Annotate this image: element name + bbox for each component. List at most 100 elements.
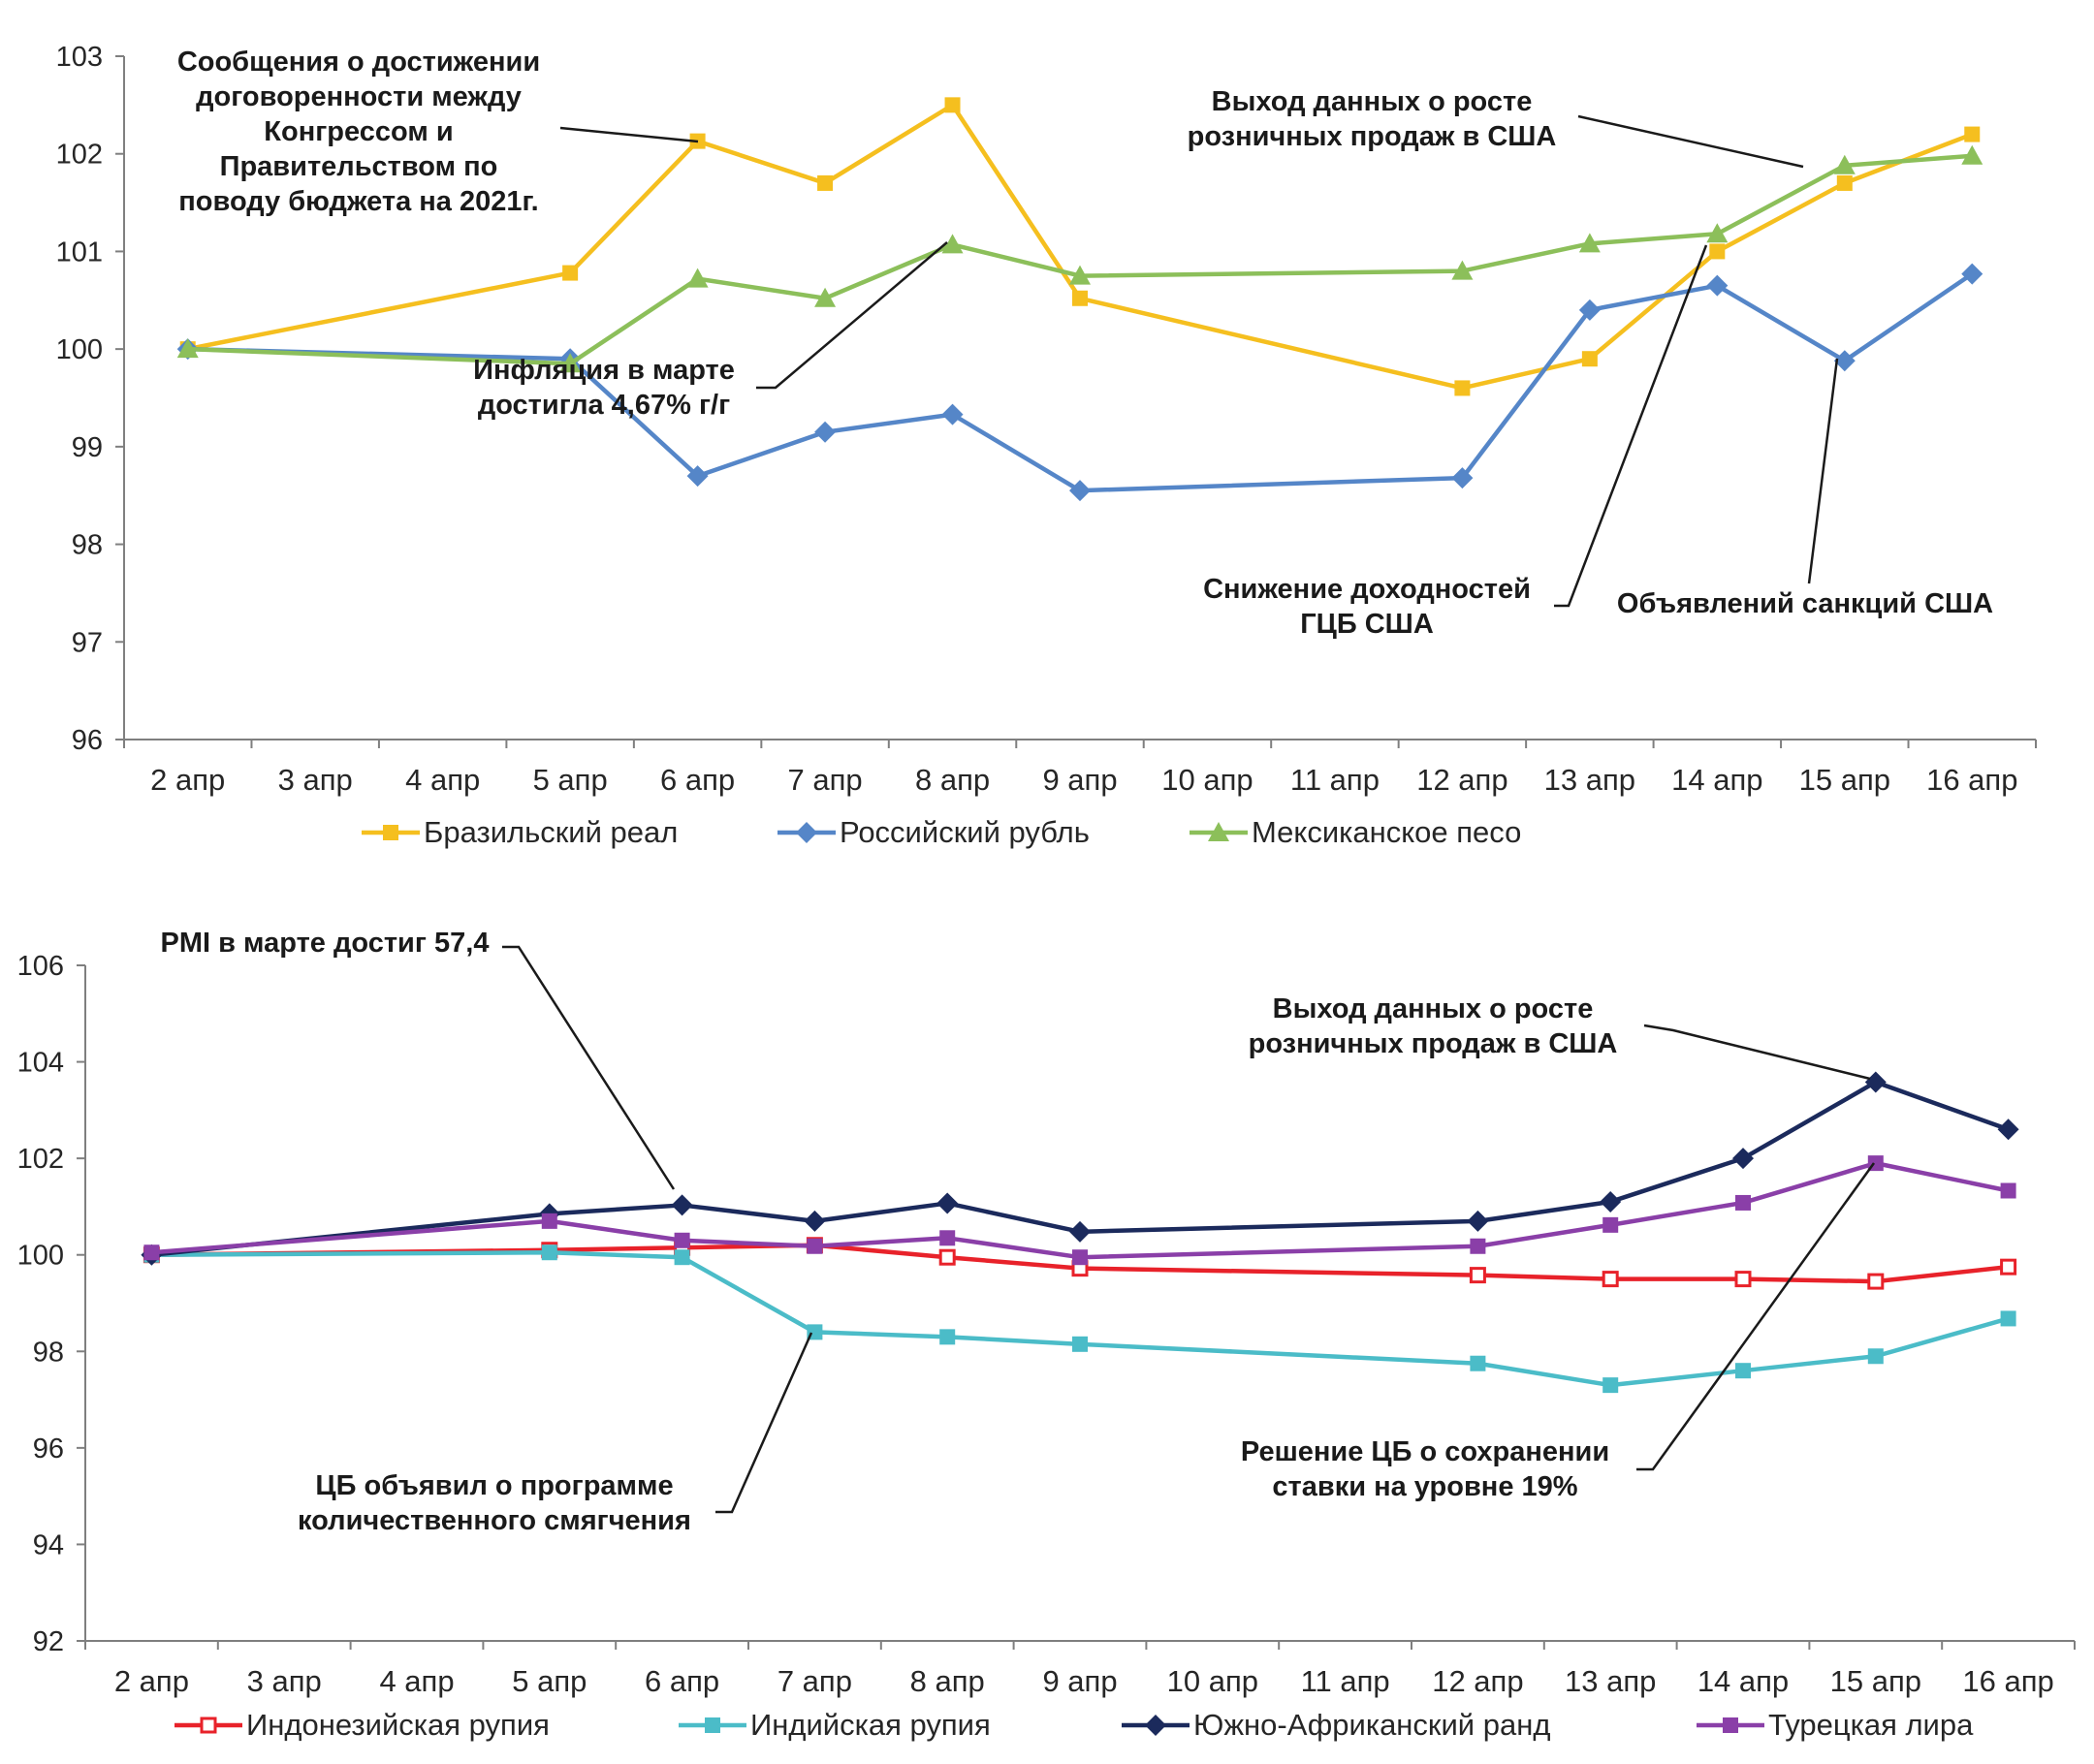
data-point xyxy=(541,1244,557,1261)
data-point xyxy=(1469,1267,1486,1284)
x-tick-label: 7 апр xyxy=(777,1664,852,1698)
annotation-leader-line xyxy=(715,1332,813,1514)
annotation-leader-line xyxy=(1554,244,1708,608)
legend-label: Мексиканское песо xyxy=(1252,815,1521,849)
data-point xyxy=(1735,1194,1751,1211)
data-point xyxy=(938,1248,956,1266)
data-point xyxy=(1836,174,1853,191)
x-tick-label: 12 апр xyxy=(1416,763,1507,797)
data-point xyxy=(817,174,834,191)
annotation-text: Правительством по xyxy=(220,151,498,182)
annotation: Выход данных о росте розничных продаж в С… xyxy=(1249,993,1871,1081)
x-tick-label: 3 апр xyxy=(247,1664,322,1698)
x-tick-label: 5 апр xyxy=(512,1664,587,1698)
legend-label: Индонезийская рупия xyxy=(246,1708,550,1742)
data-point xyxy=(1578,233,1601,253)
legend-item: Индонезийская рупия xyxy=(174,1708,550,1742)
data-point xyxy=(1451,467,1474,489)
data-point xyxy=(1069,1220,1091,1243)
annotation-text: поводу бюджета на 2021г. xyxy=(178,186,538,217)
x-tick-label: 14 апр xyxy=(1697,1664,1789,1698)
x-tick-label: 7 апр xyxy=(788,763,863,797)
annotation-text: Решение ЦБ о сохранении xyxy=(1241,1436,1609,1467)
data-point xyxy=(1069,265,1091,285)
annotation: Инфляция в марте достигла 4,67% г/г xyxy=(473,241,948,421)
data-point xyxy=(1867,1348,1884,1365)
legend-item: Турецкая лира xyxy=(1697,1708,1974,1742)
annotation-text: Инфляция в марте xyxy=(473,355,735,386)
data-point xyxy=(559,353,582,373)
legend-item: Российский рубль xyxy=(777,815,1090,849)
x-tick-label: 16 апр xyxy=(1962,1664,2053,1698)
data-point xyxy=(807,1238,823,1254)
x-tick-label: 10 апр xyxy=(1161,763,1253,797)
annotation-text: Сообщения о достижении xyxy=(177,47,540,78)
annotation-leader-line xyxy=(756,241,948,390)
annotation-text: Выход данных о росте xyxy=(1212,86,1533,117)
data-point xyxy=(2000,1182,2016,1199)
data-point xyxy=(2000,1310,2016,1327)
x-tick-label: 2 апр xyxy=(114,1664,189,1698)
y-tick-label: 106 xyxy=(17,951,64,982)
data-point xyxy=(1864,1071,1887,1093)
x-tick-label: 14 апр xyxy=(1671,763,1762,797)
legend-swatch-marker xyxy=(1208,822,1229,841)
data-point xyxy=(1867,1273,1885,1290)
legend-swatch-marker xyxy=(383,825,398,840)
annotation-text: достигла 4,67% г/г xyxy=(478,390,730,421)
series-3 xyxy=(141,1071,2019,1266)
data-point xyxy=(936,1192,959,1214)
data-point xyxy=(939,1329,956,1345)
data-point xyxy=(1581,351,1598,367)
annotation-leader-line xyxy=(1643,1024,1871,1081)
x-tick-label: 6 апр xyxy=(660,763,735,797)
y-tick-label: 104 xyxy=(17,1048,64,1079)
y-tick-label: 100 xyxy=(56,334,103,365)
x-tick-label: 16 апр xyxy=(1926,763,2017,797)
data-point xyxy=(1706,223,1729,243)
chart-2: 92 94 96 98 100 102 104 106 2 апр 3 апр 4 апр 5 апр… xyxy=(17,928,2076,1742)
annotation-leader-line xyxy=(1636,1162,1876,1471)
x-tick-label: 3 апр xyxy=(278,763,353,797)
y-tick-label: 102 xyxy=(56,140,103,171)
data-point xyxy=(1069,480,1091,502)
data-point xyxy=(1709,243,1726,260)
data-point xyxy=(804,1210,826,1232)
data-point xyxy=(1732,1148,1754,1170)
legend-item: Бразильский реал xyxy=(362,815,678,849)
legend-item: Южно-Африканский ранд xyxy=(1122,1708,1550,1742)
data-point xyxy=(541,1213,557,1229)
data-point xyxy=(1833,350,1856,372)
annotation-text: PMI в марте достиг 57,4 xyxy=(161,928,490,959)
data-point xyxy=(176,338,199,359)
x-tick-label: 9 апр xyxy=(1042,1664,1117,1698)
x-tick-label: 15 апр xyxy=(1799,763,1890,797)
data-point xyxy=(1964,126,1981,142)
data-point xyxy=(1451,260,1474,280)
data-point xyxy=(814,287,837,307)
series-line xyxy=(187,271,1974,493)
data-point xyxy=(1600,1190,1622,1213)
data-point xyxy=(1602,1271,1619,1288)
y-tick-label: 102 xyxy=(17,1144,64,1175)
data-point xyxy=(1602,1216,1619,1233)
legend-swatch-marker xyxy=(705,1717,720,1733)
annotation: ЦБ объявил о программе количественного см… xyxy=(298,1332,813,1536)
data-point xyxy=(686,268,709,288)
legend: Бразильский реал Российский рубль Мексикан… xyxy=(362,815,1521,849)
annotation: PMI в марте достиг 57,4 xyxy=(161,928,676,1190)
data-point xyxy=(562,265,579,281)
data-point xyxy=(2000,1258,2017,1276)
annotation-leader-line xyxy=(502,945,676,1190)
data-point xyxy=(941,234,964,254)
data-point xyxy=(1454,380,1471,396)
legend-swatch-marker xyxy=(796,822,817,843)
legend-label: Турецкая лира xyxy=(1768,1708,1974,1742)
annotation: Снижение доходностей ГЦБ США xyxy=(1203,244,1708,640)
x-tick-label: 5 апр xyxy=(533,763,608,797)
y-tick-label: 101 xyxy=(56,236,103,268)
x-tick-label: 8 апр xyxy=(910,1664,985,1698)
annotation-text: Снижение доходностей xyxy=(1203,574,1531,605)
